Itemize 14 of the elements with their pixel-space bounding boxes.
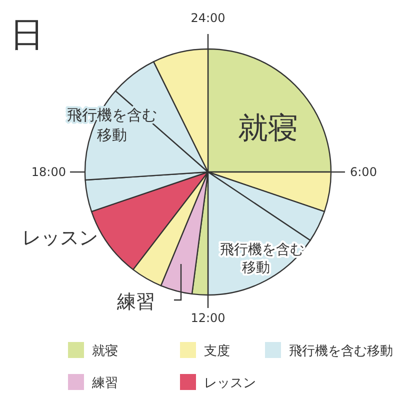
slice-label: レッスン [22, 227, 98, 249]
slice-label: 就寝 [238, 111, 298, 146]
chart-title: 日 [10, 15, 44, 55]
text: 24:00 [190, 11, 226, 25]
slice-label: 飛行機を含む移動 [220, 242, 304, 276]
legend-label: 飛行機を含む移動 [289, 344, 393, 359]
legend-label: 就寝 [92, 344, 118, 359]
text: 12:00 [190, 311, 226, 325]
text: 6:00 [350, 165, 377, 179]
legend-label: 練習 [91, 376, 118, 391]
slice-label: 練習 [116, 291, 155, 313]
text: 18:00 [31, 165, 66, 179]
legend-label: 支度 [204, 343, 230, 359]
legend-label: レッスン [204, 376, 256, 391]
